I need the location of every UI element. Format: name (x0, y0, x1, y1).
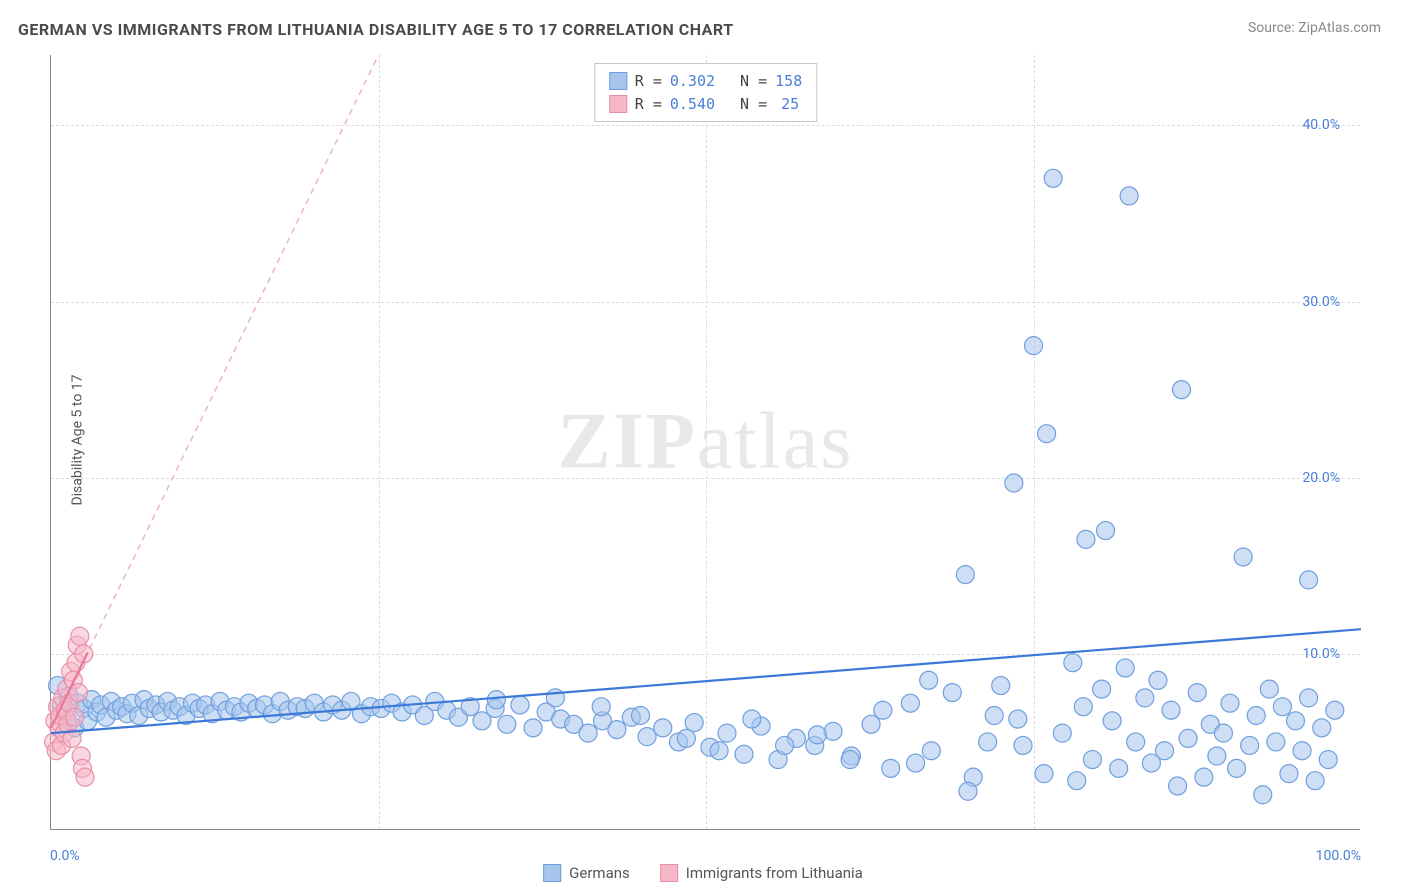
stat-n-label: N = (740, 70, 767, 93)
legend-item-1: Germans (543, 864, 630, 882)
stat-n-value-2: 25 (775, 93, 799, 116)
x-tick-max: 100.0% (1316, 848, 1361, 864)
swatch-series-2 (609, 95, 627, 113)
stats-box: R = 0.302 N = 158 R = 0.540 N = 25 (594, 63, 817, 122)
stat-r-value-2: 0.540 (670, 93, 715, 116)
scatter-svg (51, 55, 1360, 829)
source-label: Source: ZipAtlas.com (1248, 20, 1381, 36)
legend-label-1: Germans (569, 864, 630, 882)
stats-row-2: R = 0.540 N = 25 (609, 93, 802, 116)
legend-label-2: Immigrants from Lithuania (686, 864, 863, 882)
stat-r-label: R = (635, 93, 662, 116)
swatch-series-2 (660, 864, 678, 882)
stat-r-label: R = (635, 70, 662, 93)
y-tick-label: 30.0% (1302, 294, 1340, 310)
y-tick-label: 40.0% (1302, 117, 1340, 133)
stat-r-value-1: 0.302 (670, 70, 715, 93)
stat-n-label: N = (740, 93, 767, 116)
chart-container: GERMAN VS IMMIGRANTS FROM LITHUANIA DISA… (0, 0, 1406, 892)
y-tick-label: 20.0% (1302, 470, 1340, 486)
swatch-series-1 (543, 864, 561, 882)
x-tick-min: 0.0% (50, 848, 80, 864)
chart-title: GERMAN VS IMMIGRANTS FROM LITHUANIA DISA… (18, 20, 734, 39)
y-tick-label: 10.0% (1302, 646, 1340, 662)
legend-item-2: Immigrants from Lithuania (660, 864, 863, 882)
plot-area: ZIPatlas R = 0.302 N = 158 R = 0.540 N =… (50, 55, 1360, 830)
stats-row-1: R = 0.302 N = 158 (609, 70, 802, 93)
swatch-series-1 (609, 72, 627, 90)
stat-n-value-1: 158 (775, 70, 802, 93)
legend: Germans Immigrants from Lithuania (543, 864, 863, 882)
